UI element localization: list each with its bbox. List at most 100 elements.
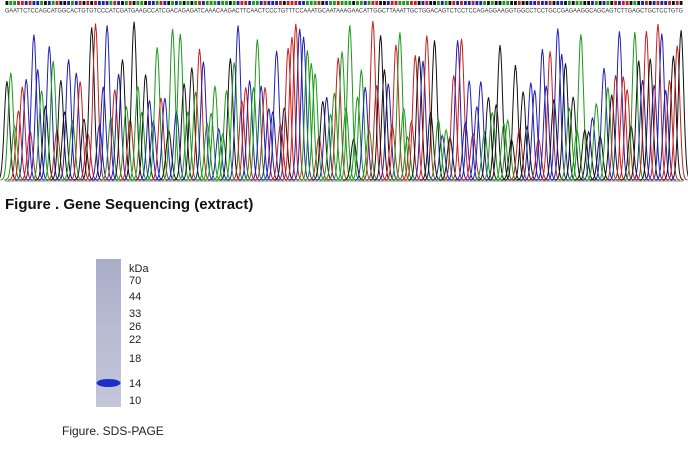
base-call-box bbox=[583, 1, 587, 5]
base-call-box bbox=[9, 1, 13, 5]
trace-peak bbox=[8, 110, 29, 181]
trace-peak bbox=[135, 74, 157, 181]
base-call-box bbox=[159, 1, 163, 5]
base-call-box bbox=[552, 1, 556, 5]
base-call-box bbox=[363, 1, 367, 5]
marker-label: 70 bbox=[129, 275, 141, 287]
base-call-box bbox=[36, 1, 40, 5]
base-call-box bbox=[286, 1, 290, 5]
base-call-box bbox=[556, 1, 560, 5]
trace-peak bbox=[177, 111, 199, 181]
trace-peak bbox=[335, 107, 357, 181]
trace-peak bbox=[254, 87, 276, 181]
base-call-box bbox=[163, 1, 167, 5]
base-call-box bbox=[232, 1, 236, 5]
trace-peak bbox=[108, 73, 130, 181]
base-call-box bbox=[109, 1, 113, 5]
trace-peak bbox=[0, 81, 18, 181]
trace-peak bbox=[632, 80, 654, 181]
trace-peak bbox=[416, 35, 438, 181]
trace-peak bbox=[377, 83, 399, 181]
base-call-box bbox=[252, 1, 255, 5]
trace-peak bbox=[327, 57, 349, 181]
base-call-box bbox=[228, 1, 232, 5]
base-call-box bbox=[90, 1, 94, 5]
trace-peak bbox=[285, 23, 307, 181]
base-call-box bbox=[506, 1, 510, 5]
base-call-box bbox=[151, 1, 155, 5]
base-call-box bbox=[20, 1, 24, 5]
trace-peak bbox=[624, 32, 646, 181]
base-call-box bbox=[86, 1, 90, 5]
trace-peak bbox=[23, 34, 45, 181]
trace-peak bbox=[200, 112, 222, 181]
gel-caption: Figure. SDS-PAGE bbox=[62, 424, 164, 438]
base-call-box bbox=[644, 1, 648, 5]
base-call-box bbox=[560, 1, 564, 5]
base-call-box bbox=[321, 1, 325, 5]
trace-peak bbox=[647, 23, 669, 181]
base-call-box bbox=[656, 1, 660, 5]
trace-peak bbox=[258, 108, 280, 181]
trace-peak bbox=[489, 45, 511, 181]
trace-peak bbox=[146, 47, 168, 181]
trace-peak bbox=[123, 21, 145, 181]
trace-peak bbox=[185, 91, 207, 181]
trace-peak bbox=[154, 97, 176, 181]
trace-peak bbox=[96, 25, 118, 181]
base-call-box bbox=[544, 1, 548, 5]
trace-peak bbox=[454, 120, 476, 181]
base-call-box bbox=[221, 1, 225, 5]
base-call-box bbox=[537, 1, 540, 5]
trace-peak bbox=[547, 28, 569, 181]
base-call-box bbox=[47, 1, 51, 5]
base-call-box bbox=[359, 1, 363, 5]
base-call-box bbox=[113, 1, 117, 5]
trace-peak bbox=[339, 25, 361, 181]
base-call-box bbox=[618, 1, 621, 5]
base-call-box bbox=[248, 1, 252, 5]
trace-peak bbox=[100, 117, 122, 181]
base-call-box bbox=[448, 1, 452, 5]
base-call-box bbox=[409, 1, 413, 5]
trace-peak bbox=[281, 36, 303, 181]
trace-peak bbox=[350, 69, 372, 181]
base-call-box bbox=[664, 1, 668, 5]
trace-peak bbox=[235, 87, 257, 181]
trace-peak bbox=[38, 46, 60, 181]
trace-peak bbox=[312, 101, 334, 181]
marker-label: 22 bbox=[129, 334, 141, 346]
trace-peak bbox=[389, 32, 411, 181]
base-call-box bbox=[375, 1, 379, 5]
base-call-box bbox=[602, 1, 606, 5]
base-call-box bbox=[490, 1, 494, 5]
base-call-box bbox=[70, 1, 74, 5]
base-call-box bbox=[356, 1, 359, 5]
base-call-box bbox=[140, 1, 144, 5]
base-call-box bbox=[379, 1, 383, 5]
base-call-box bbox=[155, 1, 159, 5]
trace-peak bbox=[558, 107, 580, 181]
base-call-box bbox=[302, 1, 305, 5]
trace-peak bbox=[543, 99, 565, 181]
trace-peak bbox=[127, 86, 149, 181]
trace-peak bbox=[582, 117, 603, 181]
sequence-text: GAATTCTCCAGCATGGCACTGTGTCCCATCGATGAAGCCA… bbox=[5, 9, 683, 15]
base-call-box bbox=[498, 1, 502, 5]
trace-peak bbox=[555, 63, 576, 181]
base-call-box bbox=[475, 1, 479, 5]
trace-peak bbox=[58, 59, 80, 181]
trace-peak bbox=[142, 119, 164, 181]
trace-peak bbox=[574, 128, 596, 181]
trace-peak bbox=[524, 90, 546, 181]
trace-peak bbox=[273, 107, 295, 181]
trace-peak bbox=[239, 80, 261, 181]
trace-peak bbox=[65, 72, 87, 181]
marker-label: 33 bbox=[129, 308, 141, 320]
base-call-box bbox=[587, 1, 591, 5]
base-call-box bbox=[59, 1, 63, 5]
trace-peak bbox=[347, 96, 368, 181]
base-call-box bbox=[436, 1, 440, 5]
